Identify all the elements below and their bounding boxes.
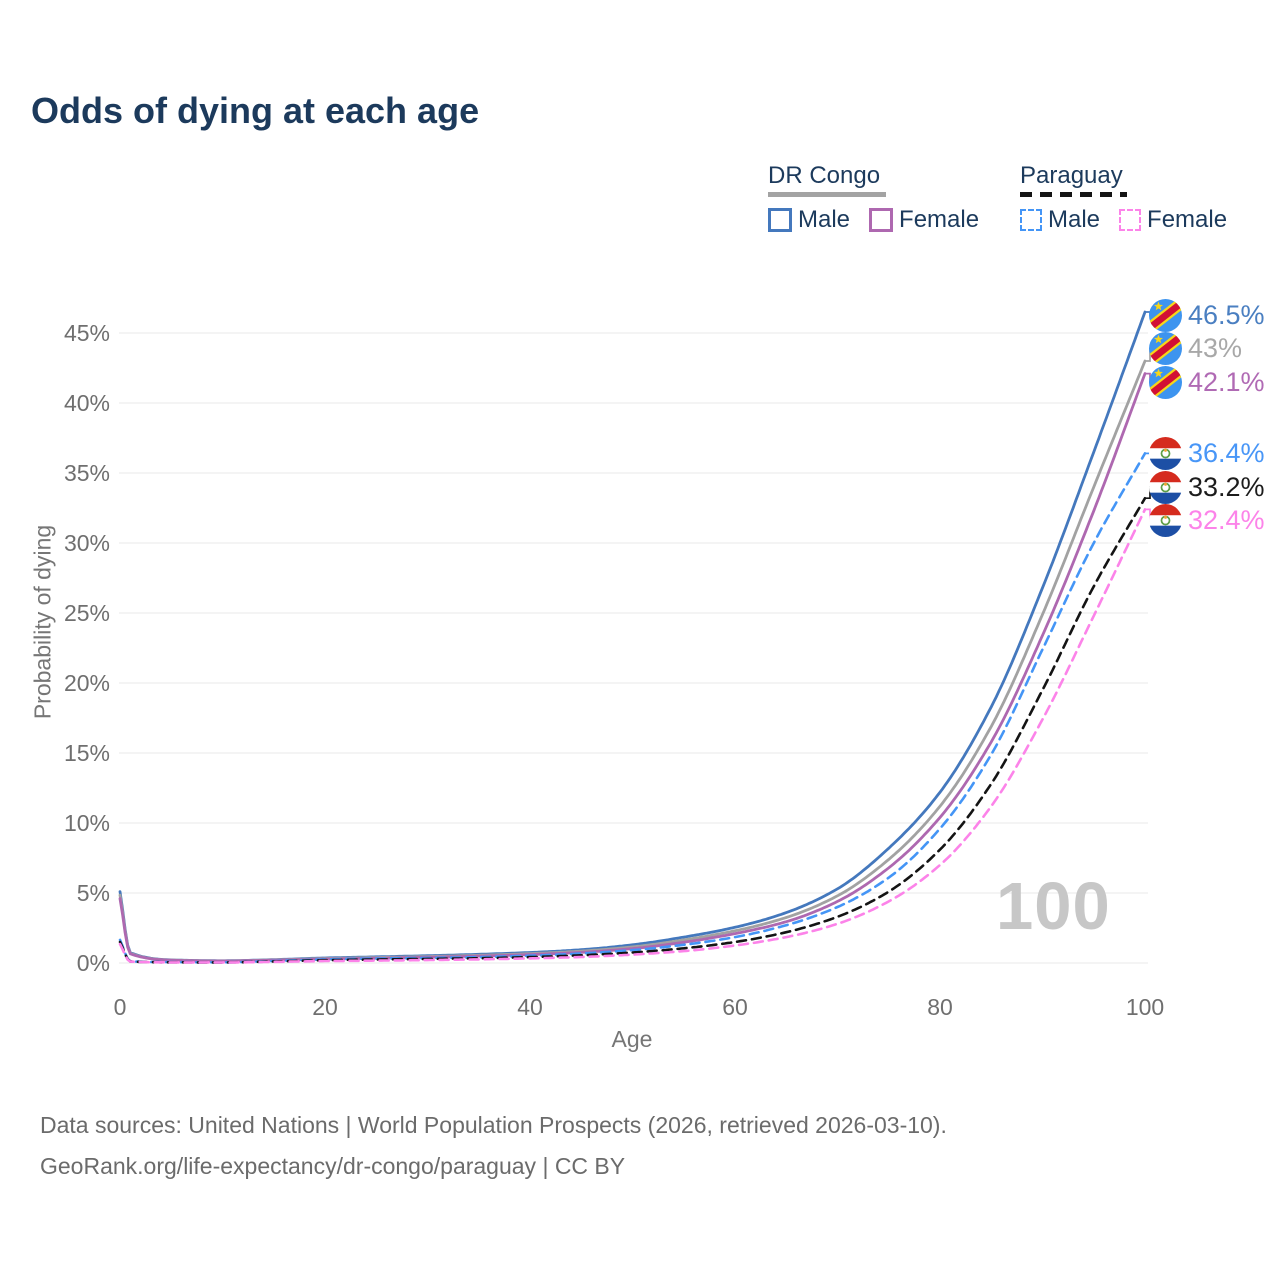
y-tick-label: 15% <box>63 740 110 766</box>
legend-item-label: Female <box>899 206 980 233</box>
end-label-paraguay-female: 32.4% <box>1149 504 1265 538</box>
legend-item-label: Female <box>1147 206 1228 233</box>
legend-country-label-paraguay: Paraguay <box>1020 162 1123 189</box>
end-label-value: 42.1% <box>1188 366 1265 397</box>
legend-group-dr-congo: DR Congo Male Female <box>768 162 998 234</box>
x-tick-label: 60 <box>722 994 748 1020</box>
end-label-value: 43% <box>1188 333 1243 364</box>
end-label-dr-congo-male: 46.5% <box>1149 298 1265 332</box>
y-tick-label: 10% <box>63 810 110 836</box>
x-tick-label: 0 <box>113 994 127 1020</box>
y-tick-label: 40% <box>63 390 110 416</box>
end-label-value: 36.4% <box>1188 438 1265 468</box>
line-dr-congo-female <box>118 372 1147 963</box>
legend-line-sample-solid <box>768 192 886 197</box>
legend-item-paraguay-female[interactable]: Female <box>1119 206 1227 234</box>
y-tick-label: 20% <box>63 670 110 696</box>
x-axis-title: Age <box>611 1026 653 1052</box>
x-tick-label: 100 <box>1125 994 1165 1020</box>
legend-line-sample-dashed <box>1020 192 1127 197</box>
legend-item-label: Male <box>1048 206 1101 233</box>
end-label-dr-congo-both-sexes: 43% <box>1149 332 1242 366</box>
y-tick-label: 35% <box>63 460 110 486</box>
end-label-paraguay-male: 36.4% <box>1149 437 1265 471</box>
legend-swatch-dr-congo-male <box>768 208 792 232</box>
legend-item-paraguay-male[interactable]: Male <box>1020 206 1100 234</box>
legend-swatch-paraguay-male <box>1020 209 1042 231</box>
legend-item-dr-congo-female[interactable]: Female <box>869 206 979 234</box>
watermark-age-label: 100 <box>996 869 1111 944</box>
footer: Data sources: United Nations | World Pop… <box>40 1105 947 1187</box>
paraguay-flag-icon <box>1149 470 1182 504</box>
legend-swatch-paraguay-female <box>1119 209 1142 231</box>
line-dr-congo-male <box>118 310 1147 963</box>
line-dr-congo-both-sexes <box>118 359 1147 963</box>
y-tick-label: 5% <box>76 880 110 906</box>
y-tick-label: 30% <box>63 530 110 556</box>
y-tick-label: 45% <box>63 320 110 346</box>
paraguay-flag-icon <box>1149 437 1182 470</box>
legend-swatch-dr-congo-female <box>869 208 894 232</box>
end-label-paraguay-both-sexes: 33.2% <box>1149 470 1265 504</box>
gridlines <box>119 332 1148 964</box>
x-tick-label: 80 <box>927 994 953 1020</box>
dr-congo-flag-icon <box>1149 365 1182 399</box>
x-tick-label: 20 <box>312 994 338 1020</box>
end-label-value: 33.2% <box>1188 471 1265 502</box>
end-label-value: 46.5% <box>1188 299 1265 330</box>
line-paraguay-female <box>118 508 1147 964</box>
end-label-dr-congo-female: 42.1% <box>1149 365 1265 399</box>
footer-data-sources: Data sources: United Nations | World Pop… <box>40 1112 947 1138</box>
legend-country-label-dr-congo: DR Congo <box>768 162 881 189</box>
page-title: Odds of dying at each age <box>31 90 480 131</box>
y-axis-title: Probability of dying <box>29 524 56 720</box>
legend-item-dr-congo-male[interactable]: Male <box>768 206 850 234</box>
dr-congo-flag-icon <box>1149 298 1182 332</box>
y-tick-label: 25% <box>63 600 110 626</box>
footer-attribution: GeoRank.org/life-expectancy/dr-congo/par… <box>40 1153 626 1179</box>
dr-congo-flag-icon <box>1149 332 1182 366</box>
paraguay-flag-icon <box>1149 504 1182 537</box>
legend-item-label: Male <box>798 206 851 233</box>
x-tick-label: 40 <box>517 994 543 1020</box>
series-lines <box>118 310 1147 964</box>
legend-group-paraguay: Paraguay Male Female <box>1020 162 1246 234</box>
end-label-value: 32.4% <box>1188 505 1265 535</box>
y-tick-label: 0% <box>76 950 110 976</box>
